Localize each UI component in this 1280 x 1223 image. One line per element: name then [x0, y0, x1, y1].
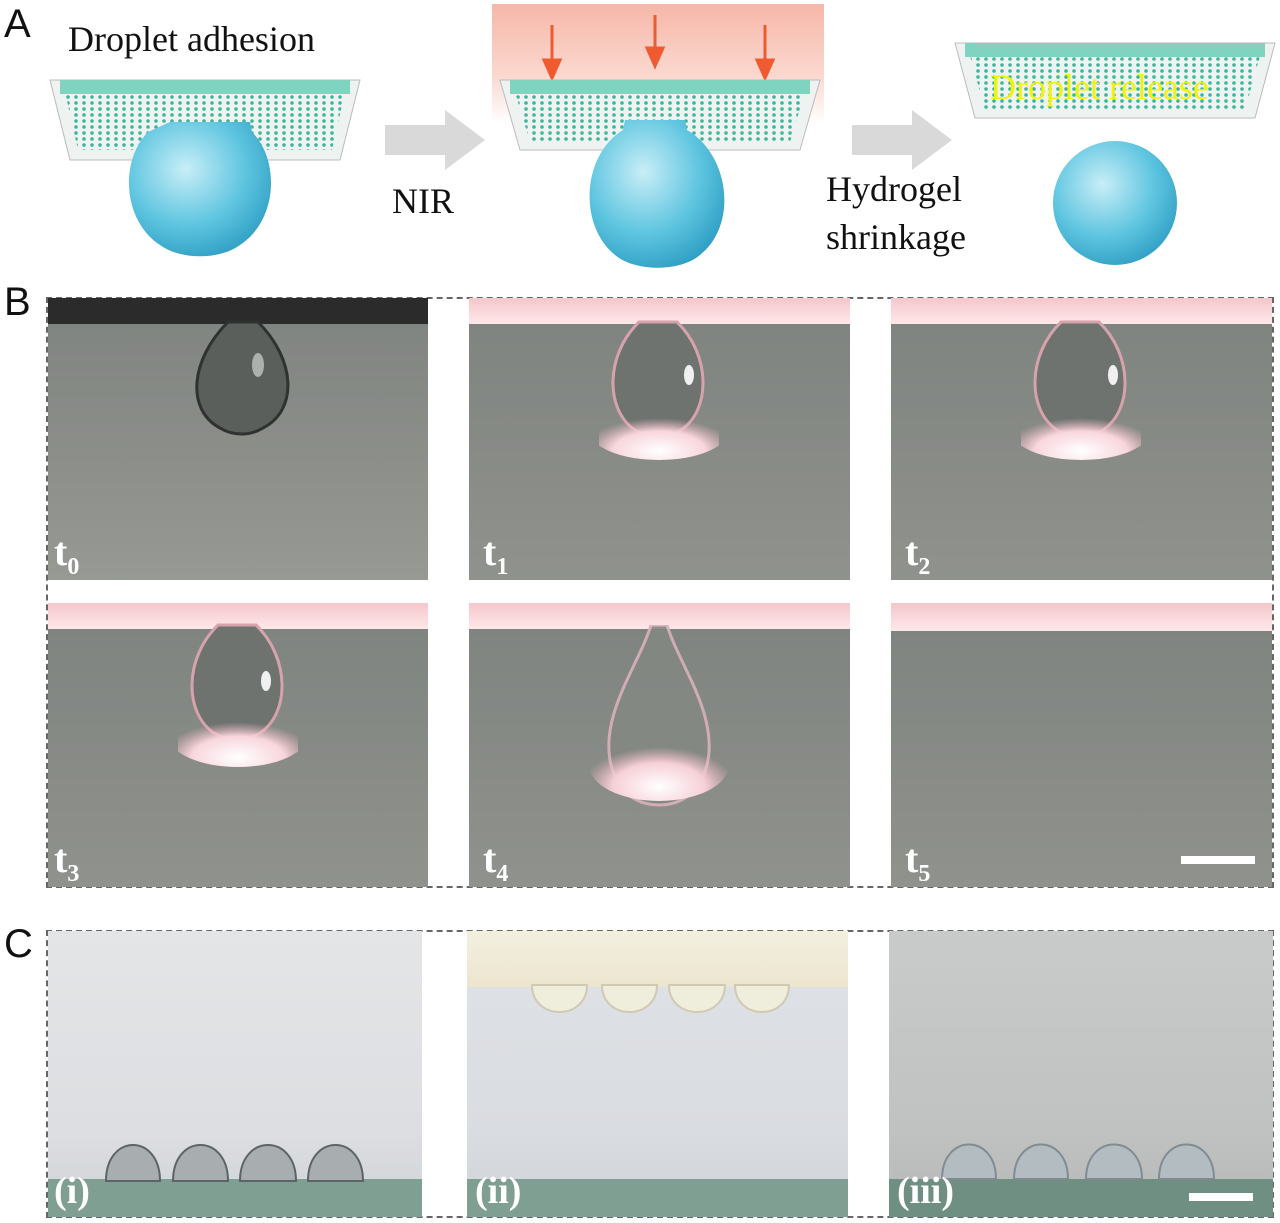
frame-i-label: (i) [54, 1170, 90, 1212]
frame-t1: t1 [469, 298, 850, 580]
hydrogel-label: Hydrogel [826, 169, 962, 209]
panel-a-letter: A [4, 2, 31, 46]
frame-t4-label: t4 [483, 836, 509, 887]
frame-iii: (iii) [889, 931, 1273, 1217]
droplet-adhesion-caption: Droplet adhesion [68, 19, 315, 59]
frame-i: (i) [48, 931, 422, 1217]
panel-c-letter: C [4, 922, 33, 966]
panel-b-letter: B [4, 280, 31, 324]
scale-bar-b [1181, 856, 1255, 864]
frame-ii-label: (ii) [475, 1170, 522, 1212]
released-droplet [1053, 141, 1177, 265]
irradiated-droplet [589, 120, 725, 268]
frame-iii-label: (iii) [897, 1170, 954, 1212]
release-illustration [954, 42, 1276, 265]
frame-t3-label: t3 [54, 836, 80, 887]
nir-label: NIR [392, 181, 454, 221]
frame-ii: (ii) [467, 931, 848, 1217]
adhesion-illustration [49, 79, 361, 257]
frame-t5: t5 [891, 603, 1272, 887]
arrow-shrinkage-icon [852, 110, 952, 170]
frame-t2-label: t2 [905, 529, 931, 580]
shrinkage-label: shrinkage [826, 217, 966, 257]
scale-bar-c [1189, 1193, 1253, 1201]
hanging-droplet [128, 122, 272, 257]
arrow-nir-icon [385, 110, 485, 170]
droplet-release-caption: Droplet release [990, 67, 1209, 107]
frame-t3: t3 [48, 603, 428, 887]
nir-irradiation-illustration [499, 15, 821, 268]
frame-t4: t4 [469, 603, 850, 887]
frame-t0-label: t0 [54, 529, 80, 580]
frame-t1-label: t1 [483, 529, 509, 580]
frame-t0: t0 [48, 298, 428, 580]
frame-t2: t2 [891, 298, 1272, 580]
frame-t5-label: t5 [905, 836, 931, 887]
